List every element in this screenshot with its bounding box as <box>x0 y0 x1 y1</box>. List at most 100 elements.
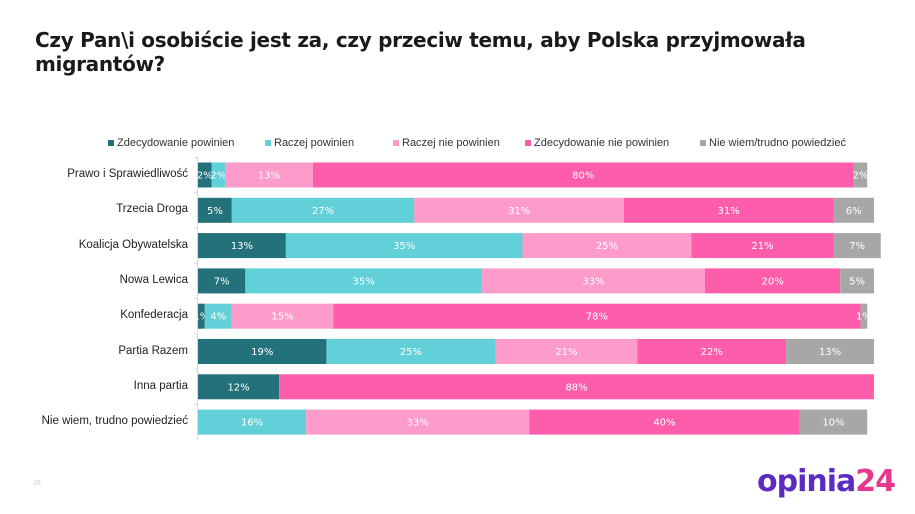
category-label: Trzecia Droga <box>116 203 188 216</box>
bar-segment <box>211 162 226 188</box>
category-label: Partia Razem <box>118 344 188 357</box>
bar-segment <box>637 339 787 364</box>
bar-segment <box>198 339 327 364</box>
category-label: Nowa Lewica <box>119 273 188 286</box>
data-label: 5% <box>207 206 223 217</box>
bar-segment <box>833 197 874 223</box>
logo-text-24: 24 <box>855 464 896 499</box>
logo-text-opinia: opinia <box>757 464 856 499</box>
data-label: 1% <box>193 312 209 323</box>
data-label: 25% <box>596 241 618 252</box>
data-label: 35% <box>393 241 415 252</box>
bar-segment <box>529 409 800 435</box>
data-label: 2% <box>210 171 226 182</box>
bar-segment <box>204 303 232 329</box>
category-label: Inna partia <box>133 379 188 392</box>
bar-segment <box>245 268 482 294</box>
data-label: 12% <box>227 382 249 393</box>
data-label: 21% <box>555 347 577 358</box>
data-label: 27% <box>312 206 334 217</box>
data-label: 13% <box>819 347 841 358</box>
legend-item: Zdecydowanie nie powinien <box>525 137 669 149</box>
bar-segment <box>853 162 868 188</box>
bar-segment <box>860 303 868 329</box>
bar-segment <box>333 303 861 329</box>
category-label: Nie wiem, trudno powiedzieć <box>41 415 188 428</box>
data-label: 25% <box>400 347 422 358</box>
bar-segment <box>198 197 232 223</box>
legend-swatch <box>108 140 114 146</box>
category-label: Konfederacja <box>120 309 188 322</box>
bar-segment <box>326 339 496 364</box>
bar-segment <box>786 339 874 364</box>
bar-segment <box>522 233 692 259</box>
data-label: 19% <box>251 347 273 358</box>
bar-segment <box>198 374 280 400</box>
bar-segment <box>481 268 705 294</box>
bar-segment <box>231 303 334 329</box>
chart-title: Czy Pan\i osobiście jest za, czy przeciw… <box>35 28 806 76</box>
data-label: 7% <box>849 241 865 252</box>
data-label: 6% <box>846 206 862 217</box>
data-label: 21% <box>751 241 773 252</box>
bar-segment <box>231 197 415 223</box>
bar-segment <box>705 268 841 294</box>
data-label: 20% <box>761 276 783 287</box>
data-label: 7% <box>214 276 230 287</box>
bar-segment <box>799 409 868 435</box>
data-label: 5% <box>849 276 865 287</box>
legend-label: Raczej nie powinien <box>402 137 500 149</box>
legend-label: Zdecydowanie nie powinien <box>534 137 670 149</box>
legend-label: Zdecydowanie powinien <box>117 137 235 149</box>
data-label: 33% <box>407 418 429 429</box>
bar-segment <box>279 374 874 400</box>
legend-item: Nie wiem/trudno powiedzieć <box>700 137 846 149</box>
legend-label: Raczej powinien <box>274 137 355 149</box>
bar-segment <box>198 409 307 435</box>
legend-item: Raczej nie powinien <box>393 137 500 149</box>
page-number: 28 <box>33 480 41 487</box>
data-label: 2% <box>197 171 213 182</box>
legend-swatch <box>525 140 531 146</box>
data-label: 80% <box>572 171 594 182</box>
bar-segment <box>306 409 530 435</box>
bar-segment <box>285 233 523 259</box>
bar-segment <box>691 233 834 259</box>
data-label: 4% <box>210 312 226 323</box>
bar-segment <box>198 162 212 188</box>
data-label: 10% <box>822 418 844 429</box>
data-label: 31% <box>718 206 740 217</box>
bar-segment <box>198 303 205 329</box>
data-label: 1% <box>856 312 872 323</box>
data-label: 88% <box>565 382 587 393</box>
bar-segment <box>495 339 638 364</box>
data-label: 2% <box>853 171 869 182</box>
legend-label: Nie wiem/trudno powiedzieć <box>709 137 846 149</box>
data-label: 16% <box>241 418 263 429</box>
opinia24-logo: opinia24 <box>757 464 896 499</box>
data-label: 13% <box>258 171 280 182</box>
bar-segment <box>225 162 313 188</box>
bar-segment <box>312 162 854 188</box>
bar-segment <box>414 197 624 223</box>
legend-swatch <box>265 140 271 146</box>
data-label: 33% <box>582 276 604 287</box>
legend-swatch <box>700 140 706 146</box>
legend-item: Raczej powinien <box>265 137 354 149</box>
data-label: 35% <box>353 276 375 287</box>
data-label: 22% <box>701 347 723 358</box>
legend-swatch <box>393 140 399 146</box>
bar-segment <box>840 268 874 294</box>
data-label: 78% <box>586 312 608 323</box>
category-label: Prawo i Sprawiedliwość <box>67 168 188 180</box>
legend-item: Zdecydowanie powinien <box>108 137 234 149</box>
category-label: Koalicja Obywatelska <box>78 238 188 251</box>
data-label: 31% <box>508 206 530 217</box>
bar-segment <box>623 197 834 223</box>
bar-segment <box>833 233 881 259</box>
data-label: 15% <box>271 312 293 323</box>
bar-segment <box>198 233 286 259</box>
bar-segment <box>198 268 246 294</box>
data-label: 40% <box>653 418 675 429</box>
